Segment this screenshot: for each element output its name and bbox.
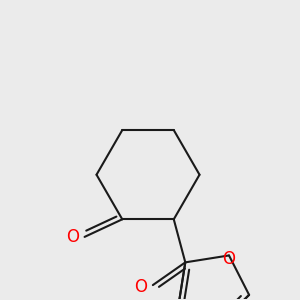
Text: O: O bbox=[223, 250, 236, 268]
Text: O: O bbox=[66, 228, 79, 246]
Text: O: O bbox=[134, 278, 148, 296]
